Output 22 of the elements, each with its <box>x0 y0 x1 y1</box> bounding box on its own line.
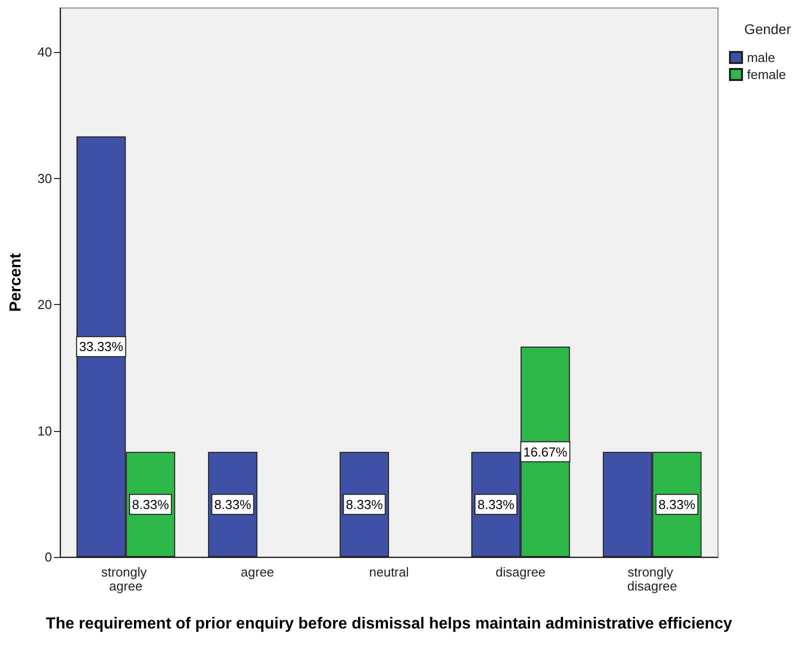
legend-label: male <box>746 50 776 65</box>
data-label: 8.33% <box>214 496 252 512</box>
y-tick-label: 20 <box>38 297 52 312</box>
y-tick-label: 10 <box>38 423 52 438</box>
data-label: 8.33% <box>132 496 170 512</box>
legend-label: female <box>746 67 786 82</box>
y-axis-title: Percent <box>8 252 24 312</box>
x-tick-label: disagree <box>496 564 546 580</box>
x-tick-label: neutral <box>369 564 409 580</box>
x-tick-label: strongly disagree <box>627 564 678 594</box>
legend-title: Gender <box>744 21 792 37</box>
data-label: 33.33% <box>79 339 124 354</box>
x-axis-title: The requirement of prior enquiry before dismissal helps maintain administrative efficiency <box>46 616 732 632</box>
x-tick-label: agree <box>240 564 274 580</box>
data-label: 8.33% <box>658 496 696 512</box>
y-tick-label: 40 <box>38 44 52 60</box>
y-tick-label: 30 <box>38 170 52 186</box>
y-tick-label: 0 <box>44 550 52 564</box>
data-label: 8.33% <box>346 496 384 512</box>
data-label: 16.67% <box>523 444 568 460</box>
x-tick-label: strongly agree <box>101 564 150 594</box>
data-label: 8.33% <box>477 496 515 512</box>
